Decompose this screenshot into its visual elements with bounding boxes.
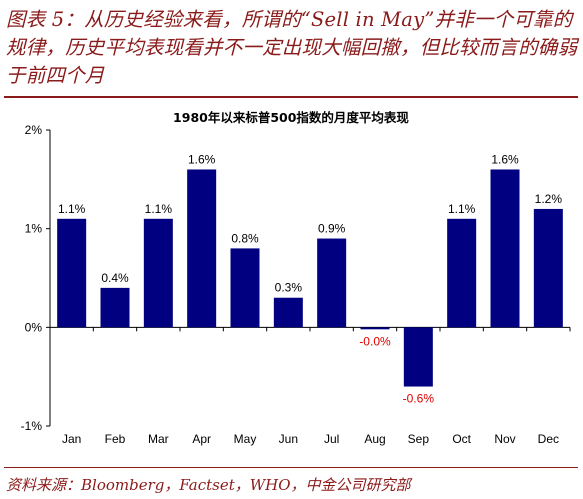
x-tick-label: Feb	[105, 432, 126, 446]
bar-nov	[490, 169, 520, 328]
x-tick-label: Mar	[148, 432, 169, 446]
data-label: 1.1%	[145, 202, 173, 216]
x-tick-label: Oct	[452, 432, 471, 446]
bar-apr	[187, 169, 217, 328]
bar-feb	[100, 287, 130, 328]
data-label: 1.2%	[535, 192, 563, 206]
x-tick-label: Nov	[494, 432, 515, 446]
x-tick-label: Sep	[408, 432, 430, 446]
data-label: 1.6%	[491, 152, 519, 166]
caption-divider	[4, 96, 578, 98]
data-label: 0.9%	[318, 222, 346, 236]
bar-dec	[533, 208, 563, 328]
data-label: 0.4%	[101, 271, 129, 285]
chart-x-tick-labels: Jan Feb Mar Apr May Jun Jul Aug Sep Oct Nov Dec	[62, 432, 559, 446]
y-tick-label: 1%	[25, 222, 43, 236]
data-label: 0.3%	[275, 281, 303, 295]
bar-may	[230, 248, 260, 328]
source-note: 资料来源：Bloomberg，Factset，WHO，中金公司研究部	[6, 476, 411, 494]
bar-mar	[143, 218, 173, 328]
bar-oct	[447, 218, 477, 328]
x-tick-label: May	[234, 432, 257, 446]
x-tick-label: Dec	[538, 432, 559, 446]
bar-aug	[360, 327, 390, 330]
x-tick-label: Jul	[324, 432, 339, 446]
data-label: 1.6%	[188, 152, 216, 166]
x-tick-label: Jan	[62, 432, 81, 446]
source-divider	[4, 467, 578, 468]
chart-data-labels: 1.1% 0.4% 1.1% 1.6% 0.8% 0.3% 0.9% -0.0% -0.6% 1.…	[58, 152, 562, 405]
chart-title: 1980年以来标普500指数的月度平均表现	[173, 110, 409, 125]
bar-sep	[403, 327, 433, 387]
chart-bars	[57, 169, 563, 387]
data-label: 1.1%	[58, 202, 86, 216]
y-tick-label: 2%	[25, 123, 43, 137]
x-tick-label: Apr	[192, 432, 211, 446]
bar-jan	[57, 218, 87, 328]
chart-y-tick-labels: -1% 0% 1% 2%	[21, 123, 43, 433]
data-label: 1.1%	[448, 202, 476, 216]
chart-axes	[46, 129, 571, 427]
bar-chart: 1980年以来标普500指数的月度平均表现 1.1% 0.4% 1.1% 1.6% 0.…	[21, 110, 571, 446]
x-tick-label: Aug	[364, 432, 385, 446]
y-tick-label: 0%	[25, 320, 43, 334]
y-tick-label: -1%	[21, 419, 43, 433]
data-label: 0.8%	[231, 231, 259, 245]
data-label: -0.6%	[403, 392, 435, 406]
bar-jul	[317, 238, 347, 328]
bar-jun	[273, 297, 303, 328]
x-tick-label: Jun	[279, 432, 298, 446]
data-label: -0.0%	[359, 334, 391, 348]
figure-caption: 图表 5：从历史经验来看，所谓的“Sell in May”并非一个可靠的规律，历…	[6, 8, 578, 87]
